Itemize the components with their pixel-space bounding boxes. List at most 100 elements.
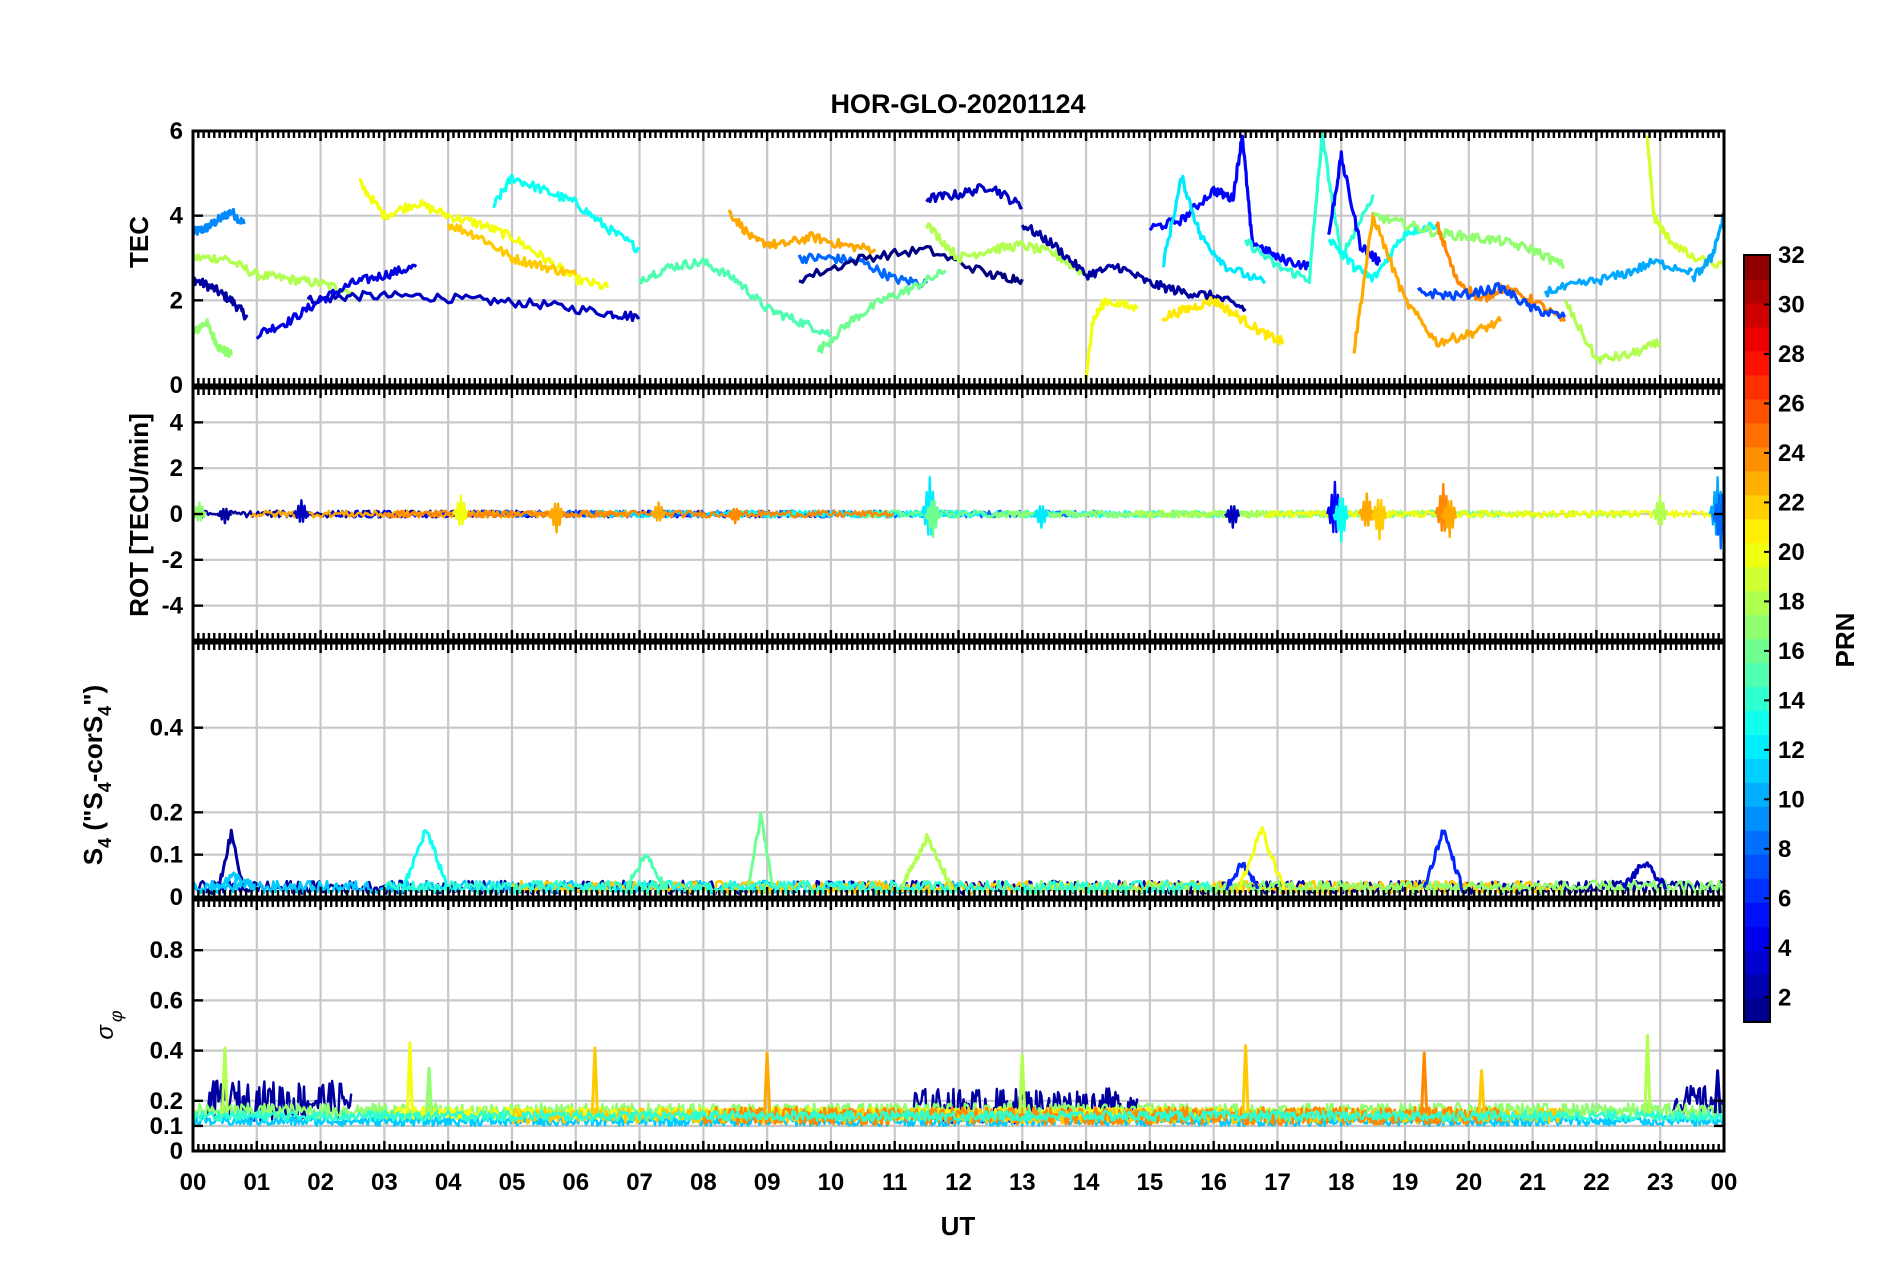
colorbar-segment [1744, 518, 1770, 544]
s4-y-tick-label: 0.2 [150, 799, 183, 826]
s4-bump-prn-15 [625, 853, 667, 891]
colorbar-segment [1744, 255, 1770, 280]
x-tick-label: 15 [1137, 1169, 1164, 1196]
s4-bump-prn-3 [1620, 861, 1668, 890]
tec-series-prn-18 [1563, 300, 1662, 365]
figure-title: HOR-GLO-20201124 [830, 89, 1085, 119]
tec-series-prn-16 [816, 268, 947, 354]
tec-series-prn-15 [638, 257, 832, 338]
tec-series-prn-21 [1161, 296, 1285, 346]
colorbar-segment [1744, 494, 1770, 520]
x-tick-label: 03 [371, 1169, 398, 1196]
rot-spike-prn-23 [547, 502, 564, 534]
colorbar-segment [1744, 758, 1770, 783]
sigma_phi-series [193, 1034, 1724, 1128]
colorbar-frame [1743, 254, 1771, 1023]
tec-series-prn-12 [1161, 174, 1267, 285]
s4-bump-prn-6 [1422, 829, 1464, 893]
tec-series-prn-18 [925, 222, 1088, 277]
colorbar-segment [1744, 806, 1770, 831]
s4-ticks [191, 643, 1726, 899]
colorbar-segment [1744, 854, 1770, 879]
tec-series-prn-10 [1690, 212, 1724, 283]
colorbar-segment [1744, 974, 1770, 999]
colorbar-tick-label: 12 [1778, 737, 1805, 764]
x-tick-label: 20 [1455, 1169, 1482, 1196]
sigma-spike-prn-18 [1018, 1054, 1027, 1114]
sigma-spike-prn-22 [1241, 1044, 1250, 1114]
sigma-spike-prn-23 [763, 1051, 772, 1114]
tec-series-prn-3 [306, 289, 641, 323]
tec-ticks [191, 129, 1726, 387]
tec-series-prn-18 [193, 253, 354, 297]
colorbar-segment [1744, 590, 1770, 616]
colorbar-segment [1744, 278, 1770, 304]
colorbar-label: PRN [1830, 613, 1860, 668]
sigma-spike-prn-18 [1643, 1034, 1652, 1114]
colorbar-tick-label: 22 [1778, 489, 1805, 516]
rot-spike-prn-3 [1224, 505, 1241, 529]
colorbar-segment [1744, 542, 1770, 568]
colorbar-tick-label: 10 [1778, 786, 1805, 813]
tec-series-prn-17 [1372, 211, 1566, 269]
rot-spike-prn-20 [452, 494, 469, 526]
x-tick-label: 17 [1264, 1169, 1291, 1196]
sigma-series-prn-24 [702, 1105, 1502, 1126]
sigma-series-prn-14 [193, 1109, 1724, 1123]
x-tick-label: 05 [499, 1169, 526, 1196]
sigma_phi-y-tick-label: 0 [170, 1138, 183, 1165]
x-tick-label: 10 [818, 1169, 845, 1196]
colorbar-tick-label: 24 [1778, 440, 1805, 467]
colorbar-segment [1744, 902, 1770, 927]
x-tick-label: 06 [562, 1169, 589, 1196]
sigma-spike-prn-18 [220, 1046, 229, 1114]
rot-spike-prn-16 [924, 500, 941, 539]
x-tick-label: 19 [1392, 1169, 1419, 1196]
colorbar-tick-label: 30 [1778, 291, 1805, 318]
x-tick-label: 16 [1200, 1169, 1227, 1196]
tec-y-tick-label: 6 [170, 118, 183, 145]
s4-axis-label: S4 ("S4-corS4") [78, 685, 115, 865]
rot-spike-prn-24 [726, 507, 743, 525]
s4-bump-prn-6 [1225, 861, 1260, 891]
colorbar-segment [1744, 662, 1770, 688]
sigma-spike-prn-2 [1713, 1069, 1722, 1114]
sigma_phi-y-tick-label: 0.4 [150, 1038, 184, 1065]
sigma_phi-y-tick-label: 0.1 [150, 1113, 183, 1140]
x-axis-label: UT [941, 1211, 976, 1241]
tec-series-prn-7 [1417, 281, 1566, 319]
tec-series-prn-14 [1244, 131, 1375, 285]
x-tick-label: 02 [307, 1169, 334, 1196]
colorbar-segment [1744, 374, 1770, 400]
colorbar-segment [1744, 566, 1770, 592]
s4-bump-prn-18 [900, 832, 954, 891]
tec-series-prn-8 [797, 252, 929, 289]
x-tick-label: 13 [1009, 1169, 1036, 1196]
rot-spike-prn-23 [650, 501, 666, 522]
tec-series-prn-4 [255, 263, 418, 340]
colorbar-tick-label: 4 [1778, 935, 1792, 962]
x-tick-label: 01 [243, 1169, 270, 1196]
colorbar-segment [1744, 350, 1770, 376]
colorbar-segment [1744, 422, 1770, 448]
rot-y-tick-label: -4 [162, 593, 184, 620]
x-tick-label: 09 [754, 1169, 781, 1196]
tec-series-prn-22 [446, 223, 578, 277]
s4-y-tick-label: 0 [170, 884, 183, 911]
sigma_phi-y-tick-label: 0.6 [150, 987, 183, 1014]
colorbar-tick-label: 2 [1778, 984, 1791, 1011]
colorbar-tick-label: 16 [1778, 638, 1805, 665]
colorbar-segment [1744, 614, 1770, 640]
colorbar-tick-label: 14 [1778, 687, 1805, 714]
tec-series-prn-23 [727, 209, 877, 255]
colorbar-tick-label: 28 [1778, 341, 1805, 368]
x-tick-label: 14 [1073, 1169, 1100, 1196]
s4-bump-prn-11 [210, 871, 256, 892]
rot-spike-prn-13 [1332, 497, 1349, 543]
sigma-spike-prn-22 [590, 1046, 599, 1114]
tec-series-prn-10 [1543, 257, 1694, 298]
rot-spike-prn-2 [216, 507, 233, 525]
rot-series-prn-24 [383, 509, 895, 519]
